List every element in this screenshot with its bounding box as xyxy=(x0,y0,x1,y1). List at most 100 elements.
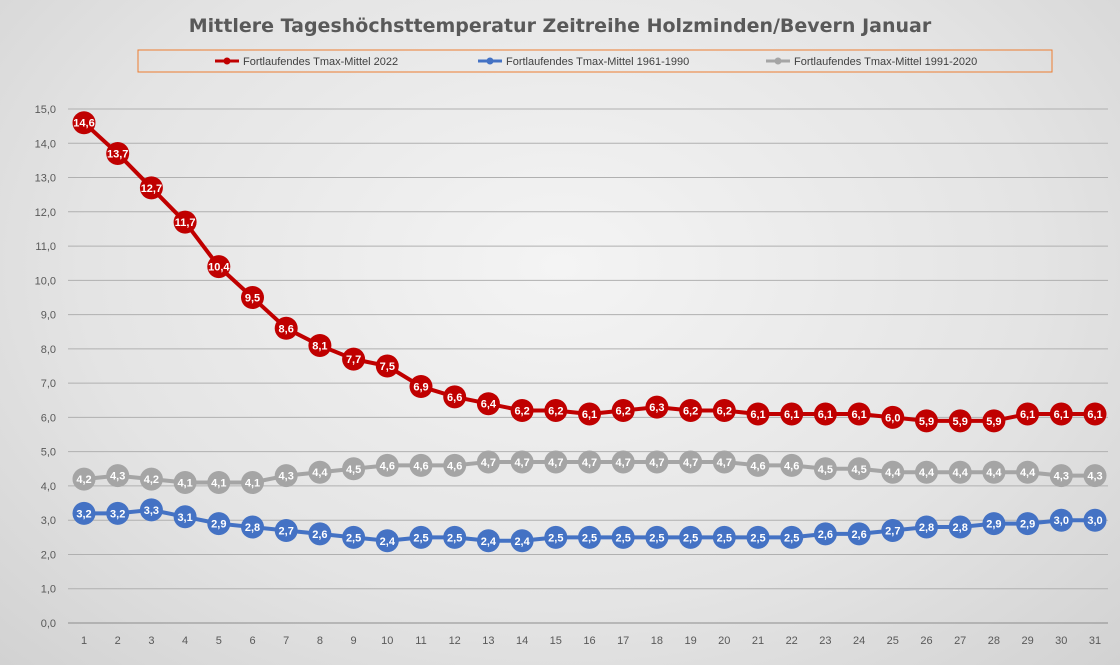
data-point xyxy=(106,142,130,166)
data-label: 2,5 xyxy=(683,532,698,544)
data-label: 4,7 xyxy=(616,457,631,469)
data-label: 4,6 xyxy=(784,460,799,472)
series-line xyxy=(82,121,1095,423)
data-label: 2,5 xyxy=(582,532,597,544)
x-tick-label: 18 xyxy=(651,635,663,647)
data-point xyxy=(813,522,837,546)
x-tick-label: 19 xyxy=(684,635,696,647)
data-label: 11,7 xyxy=(175,217,196,229)
data-label: 6,2 xyxy=(683,406,698,418)
data-label: 6,1 xyxy=(1020,409,1035,421)
data-point xyxy=(847,402,871,426)
data-label: 9,5 xyxy=(245,292,260,304)
x-tick-label: 11 xyxy=(415,635,426,647)
data-point xyxy=(948,409,972,433)
data-label: 6,3 xyxy=(649,402,664,414)
data-label: 4,7 xyxy=(548,457,563,469)
data-point xyxy=(173,210,197,234)
data-label: 6,6 xyxy=(447,392,462,404)
data-point xyxy=(712,399,736,423)
data-label: 2,7 xyxy=(279,525,294,537)
data-label: 10,4 xyxy=(208,262,230,274)
x-tick-label: 25 xyxy=(887,635,899,647)
legend-box xyxy=(137,49,1053,73)
data-point xyxy=(173,505,197,529)
y-tick-label: 14,0 xyxy=(35,138,56,150)
data-label: 6,1 xyxy=(750,409,765,421)
data-label: 5,9 xyxy=(986,416,1001,428)
x-tick-label: 23 xyxy=(819,635,831,647)
data-point xyxy=(207,512,231,536)
series-3: 4,2 4,3 4,2 4,1 4,1 4,1 4,3 4,4 4,5 4,6 4,6 4,6 4,7 4… xyxy=(72,450,1107,495)
data-point xyxy=(746,453,770,477)
data-point xyxy=(342,457,366,481)
y-tick-label: 6,0 xyxy=(41,412,56,424)
data-point xyxy=(139,176,163,200)
data-label: 4,1 xyxy=(177,478,192,490)
y-tick-label: 3,0 xyxy=(41,515,56,527)
y-tick-label: 5,0 xyxy=(41,447,56,459)
data-label: 2,5 xyxy=(413,532,428,544)
data-point xyxy=(241,515,264,539)
x-tick-label: 7 xyxy=(283,635,289,647)
data-point xyxy=(241,285,264,309)
data-label: 6,1 xyxy=(1054,409,1069,421)
x-axis-ticks: 1 2 3 4 5 6 7 8 9 10 11 12 13 14 15 16 17 18 19 20 21 22 23 24 2… xyxy=(81,635,1101,647)
data-label: 4,5 xyxy=(851,464,866,476)
data-label: 6,1 xyxy=(818,409,833,421)
data-point xyxy=(881,460,905,484)
data-point xyxy=(1083,402,1107,426)
x-tick-label: 4 xyxy=(182,635,188,647)
x-tick-label: 3 xyxy=(148,635,154,647)
x-tick-label: 30 xyxy=(1055,635,1067,647)
data-label: 4,7 xyxy=(481,457,496,469)
data-point xyxy=(982,460,1006,484)
x-tick-label: 31 xyxy=(1089,635,1101,647)
data-label: 4,7 xyxy=(683,457,698,469)
data-label: 4,5 xyxy=(818,464,833,476)
data-point xyxy=(712,450,736,474)
data-point xyxy=(544,450,568,474)
data-label: 4,4 xyxy=(1020,467,1036,479)
series-1: 14,6 13,7 12,7 11,7 10,4 9,5 8,6 8,1 7,7 7,5 6,9 6,… xyxy=(72,111,1107,433)
x-tick-label: 12 xyxy=(449,635,461,647)
data-point xyxy=(510,399,534,423)
data-label: 2,4 xyxy=(380,536,396,548)
data-point xyxy=(1016,460,1040,484)
data-point xyxy=(578,450,601,474)
legend: Fortlaufendes Tmax-Mittel 2022 Fortlaufen… xyxy=(215,56,977,68)
data-label: 6,9 xyxy=(413,382,428,394)
data-label: 4,7 xyxy=(717,457,732,469)
data-label: 4,1 xyxy=(245,478,260,490)
data-point xyxy=(308,460,332,484)
x-tick-label: 22 xyxy=(786,635,798,647)
data-label: 4,5 xyxy=(346,464,361,476)
data-point xyxy=(847,457,871,481)
data-point xyxy=(274,316,298,340)
data-label: 6,1 xyxy=(1087,409,1102,421)
data-label: 6,2 xyxy=(616,406,631,418)
data-point xyxy=(881,405,905,429)
data-label: 4,7 xyxy=(514,457,529,469)
data-point xyxy=(139,498,163,522)
data-point xyxy=(72,111,96,135)
data-point xyxy=(375,529,399,553)
legend-marker xyxy=(486,57,494,65)
data-point xyxy=(679,399,703,423)
x-tick-label: 27 xyxy=(954,635,966,647)
y-tick-label: 0,0 xyxy=(41,618,56,630)
data-label: 3,1 xyxy=(177,512,192,524)
data-label: 2,8 xyxy=(953,522,968,534)
data-point xyxy=(847,522,871,546)
data-label: 4,7 xyxy=(649,457,664,469)
x-tick-label: 6 xyxy=(249,635,255,647)
data-label: 4,7 xyxy=(582,457,597,469)
data-point xyxy=(106,501,130,525)
data-label: 4,6 xyxy=(413,460,428,472)
data-label: 5,9 xyxy=(919,416,934,428)
data-point xyxy=(1016,402,1040,426)
data-point xyxy=(746,402,770,426)
x-tick-label: 17 xyxy=(617,635,629,647)
x-tick-label: 29 xyxy=(1021,635,1033,647)
data-label: 6,2 xyxy=(514,406,529,418)
